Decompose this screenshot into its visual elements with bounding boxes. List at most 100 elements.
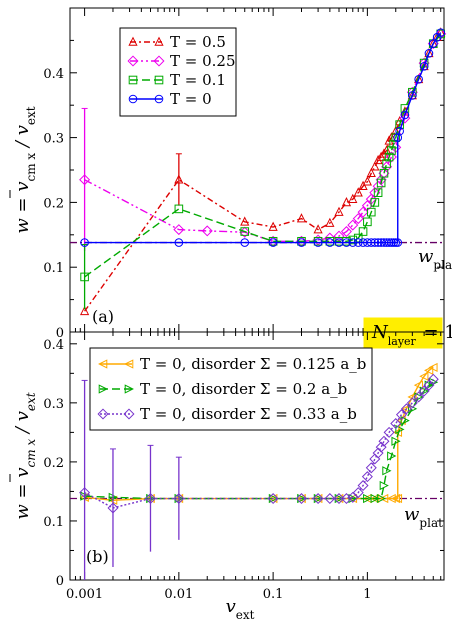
data-point [395,126,404,136]
data-point [391,436,401,446]
data-point [144,493,156,505]
data-point [428,362,438,373]
series-line [84,378,434,509]
legend-marker [127,55,139,67]
legend-label: T = 0.1 [170,71,226,89]
data-point [373,188,383,197]
panel-a-series [79,27,447,316]
data-point [393,238,403,247]
data-point [382,466,392,476]
series-line [84,32,442,312]
data-point [370,198,380,207]
data-point [414,392,424,402]
legend-marker [123,408,135,420]
x-tick-label: 0.01 [164,587,193,602]
data-point [174,204,184,214]
data-point [393,133,403,142]
legend-entry: T = 0.5 [128,33,226,51]
data-point [370,161,380,171]
data-point [406,397,418,409]
data-point [313,224,323,234]
panel-a-wplat-sub: plat [433,258,452,272]
data-point [408,404,418,414]
data-point [240,227,250,236]
panel-a-x-axis [74,8,442,332]
data-point [107,502,119,514]
y-tick-label: 0.2 [43,456,64,471]
nlayer-sub: layer [388,335,417,348]
data-point [418,385,430,397]
data-point [384,152,394,162]
legend-label: T = 0, disorder Σ = 0.125 a_b [140,355,366,373]
legend-label: T = 0.25 [170,52,236,70]
data-point [428,39,438,48]
data-point [382,159,391,168]
data-point [400,104,410,113]
legend-marker [154,75,164,85]
data-point [173,224,185,236]
data-point [334,206,344,216]
legend-entry: T = 0 [128,90,212,108]
panel-b-legend [89,347,373,431]
legend-marker [97,408,109,420]
series-line [84,381,434,500]
panel-a-label: (a) [92,307,114,326]
series-3 [79,373,439,580]
data-point [376,151,386,161]
x-tick-label: 0.1 [263,587,284,602]
legend-marker [154,36,164,46]
data-point [79,487,91,499]
data-point [340,226,352,238]
data-point [400,415,410,426]
x-tick-label: 1 [363,587,371,602]
data-point [373,238,383,247]
data-point [352,213,364,225]
data-point [297,238,306,247]
y-tick-label: 0.1 [43,261,64,276]
data-point [395,409,407,421]
panel-b-x-axis: 0.001 0.01 0.1 1 [66,332,442,602]
data-point [424,49,434,58]
data-point [392,493,403,504]
data-point [347,219,359,231]
data-point [407,392,417,402]
legend-marker [98,359,108,369]
panel-a-y-axis: 0 0.1 0.2 0.3 0.4 [43,39,444,341]
data-point [366,207,376,217]
svg-text:w = vcm x / vext: w = vcm x / vext [12,106,38,233]
data-point [366,238,376,247]
legend-marker [153,55,165,67]
legend-entry: T = 0.25 [127,52,236,70]
legend-entry: T = 0, disorder Σ = 0.125 a_b [98,355,366,373]
data-point [419,386,430,396]
data-point [414,74,423,84]
legend-marker [98,384,108,394]
data-point [357,480,369,492]
data-point [358,238,368,247]
data-point [382,145,392,155]
data-point [201,225,213,237]
data-point [424,365,434,375]
data-point [370,238,380,247]
data-point [400,110,410,120]
data-point [424,380,434,390]
data-point [333,493,345,505]
data-point [352,487,364,499]
legend-marker [128,36,138,46]
panel-b-wplat-label: wplat [404,504,443,530]
data-point [174,174,184,184]
legend-marker [124,359,134,369]
data-point [387,238,396,247]
panel-b-xlabel: vext [226,596,255,622]
data-point [387,451,397,461]
data-point [366,167,376,178]
legend-marker [124,384,134,394]
data-point [80,238,89,247]
data-point [80,272,89,282]
y-tick-label: 0.1 [43,515,64,530]
data-point [389,238,398,247]
data-point [419,62,429,71]
data-point [353,187,363,197]
panel-b-legend-items: T = 0, disorder Σ = 0.125 a_b T = 0, diso… [97,355,366,423]
